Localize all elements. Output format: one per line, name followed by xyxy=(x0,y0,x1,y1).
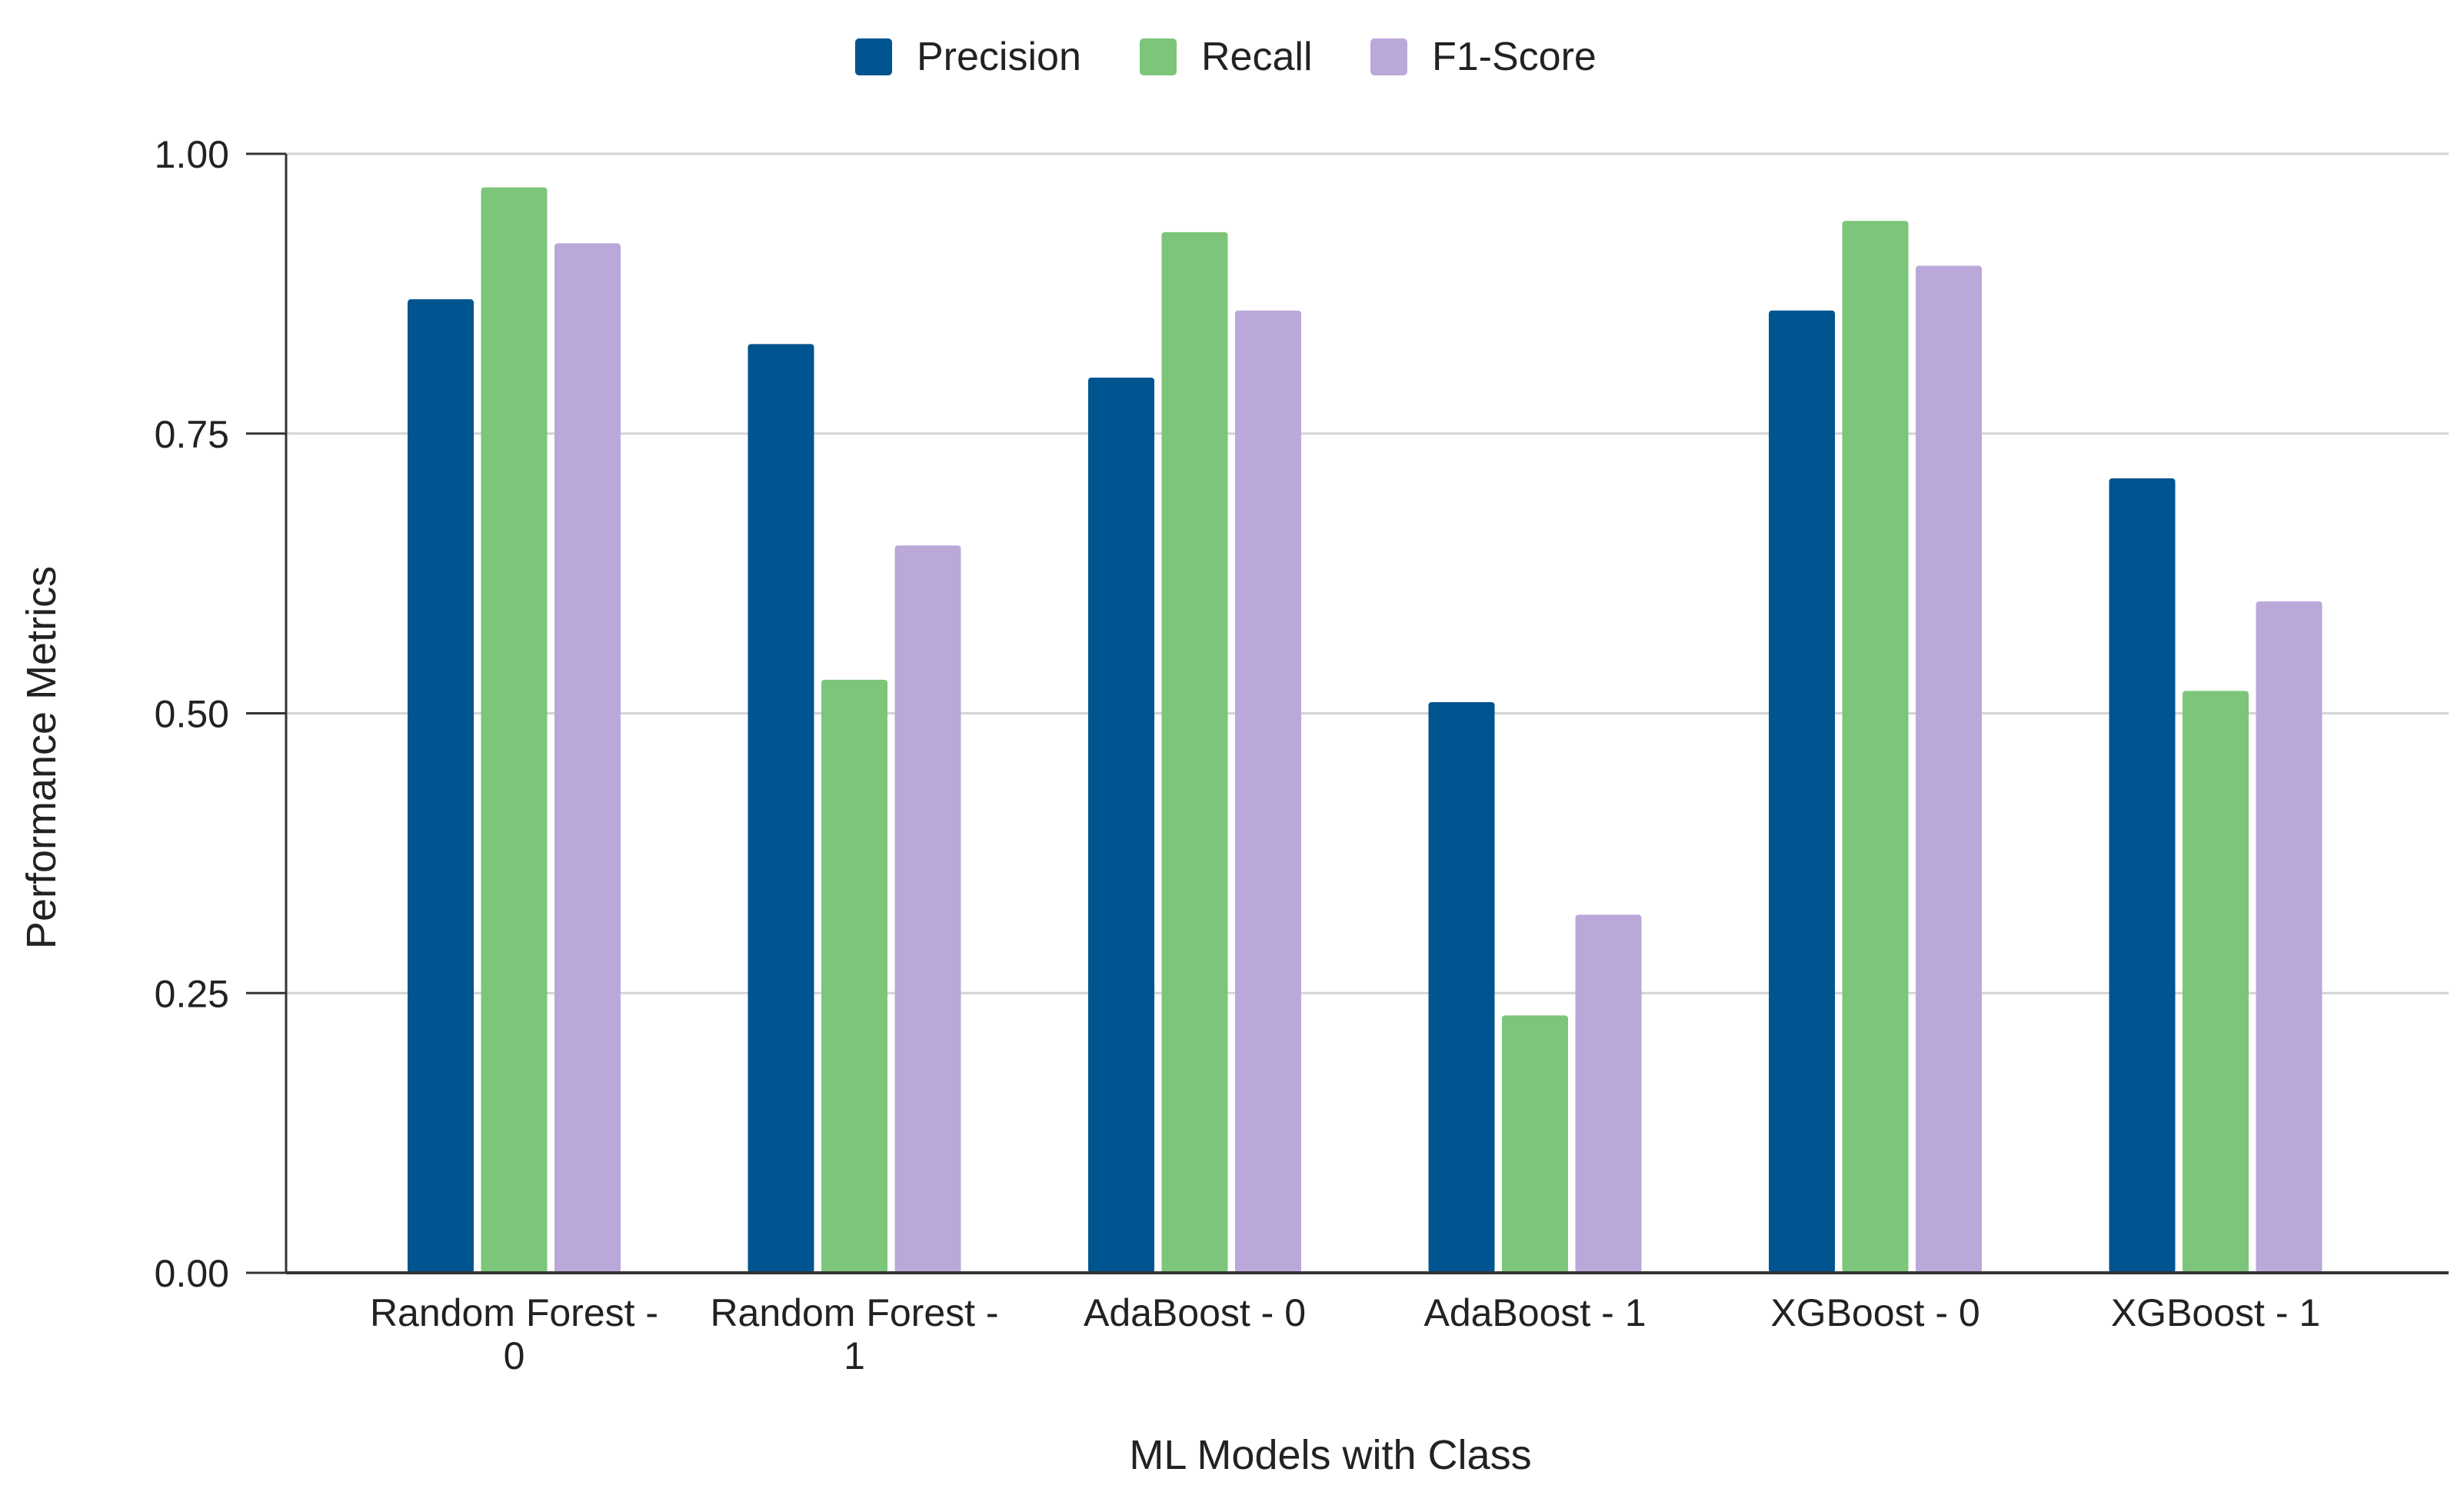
bar-f1-score xyxy=(1235,310,1301,1274)
bar-recall xyxy=(2183,691,2249,1273)
bar-precision xyxy=(408,299,474,1273)
x-tick-label: 0 xyxy=(504,1334,525,1377)
gridlines xyxy=(286,152,2449,994)
bar-f1-score xyxy=(2256,601,2322,1273)
legend-swatch xyxy=(1370,38,1407,75)
bar-recall xyxy=(1161,231,1228,1274)
y-axis-title: Performance Metrics xyxy=(18,566,65,949)
legend-label: Precision xyxy=(917,35,1081,79)
axes xyxy=(246,152,2449,1274)
y-tick-label: 1.00 xyxy=(155,133,229,176)
x-tick-label: XGBoost - 1 xyxy=(2111,1291,2320,1334)
bar-recall xyxy=(1842,221,1909,1273)
bar-f1-score xyxy=(894,545,961,1273)
bar-f1-score xyxy=(554,243,621,1273)
x-axis-title: ML Models with Class xyxy=(1129,1432,1531,1478)
y-tick-label: 0.00 xyxy=(155,1252,229,1295)
bar-recall xyxy=(481,187,548,1273)
bars xyxy=(408,187,2322,1274)
bar-recall xyxy=(821,679,887,1273)
x-tick-label: Random Forest - xyxy=(370,1291,658,1334)
bar-precision xyxy=(1769,310,1835,1274)
legend: Precision Recall F1-Score xyxy=(855,35,1597,79)
x-tick-label: XGBoost - 0 xyxy=(1770,1291,1980,1334)
legend-swatch xyxy=(1140,38,1177,75)
bar-f1-score xyxy=(1575,914,1642,1273)
bar-precision xyxy=(1428,701,1495,1273)
bar-precision xyxy=(2109,478,2176,1274)
y-tick-label: 0.50 xyxy=(155,693,229,736)
bar-precision xyxy=(1088,378,1154,1273)
bar-recall xyxy=(1502,1015,1568,1273)
bar-precision xyxy=(748,344,814,1274)
x-tick-label: AdaBoost - 1 xyxy=(1423,1291,1646,1334)
y-tick-label: 0.25 xyxy=(155,972,229,1015)
y-tick-label: 0.75 xyxy=(155,413,229,456)
x-tick-label: Random Forest - xyxy=(710,1291,998,1334)
legend-label: Recall xyxy=(1201,35,1313,79)
legend-swatch xyxy=(855,38,892,75)
bar-f1-score xyxy=(1916,265,1982,1273)
x-tick-label: 1 xyxy=(844,1334,865,1377)
x-tick-label: AdaBoost - 0 xyxy=(1084,1291,1306,1334)
legend-label: F1-Score xyxy=(1432,35,1597,79)
